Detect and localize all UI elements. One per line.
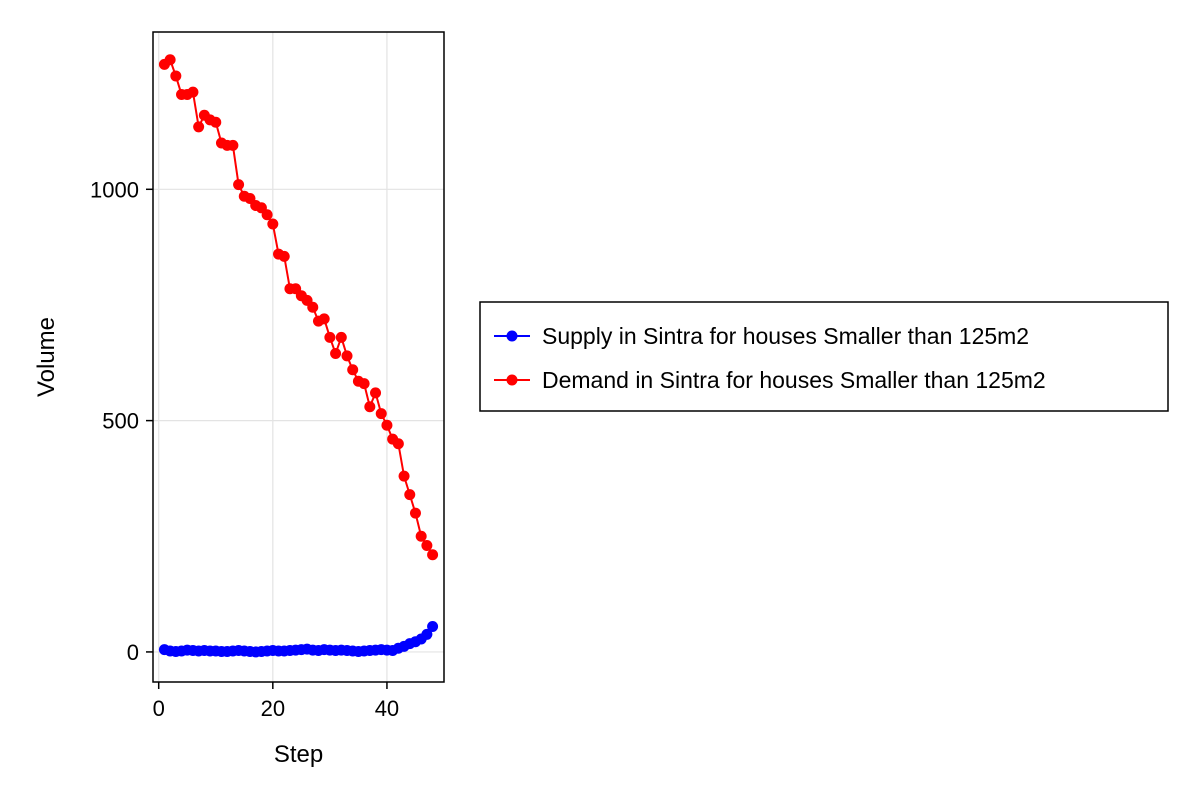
data-point xyxy=(164,54,176,66)
data-point xyxy=(358,378,370,390)
data-point xyxy=(307,301,319,313)
x-tick-label: 0 xyxy=(153,696,165,721)
y-axis-title: Volume xyxy=(33,317,60,397)
axis-ticks: 0 20 40 0 500 1000 xyxy=(90,177,399,721)
x-tick-label: 40 xyxy=(375,696,399,721)
data-point xyxy=(227,139,239,151)
data-point xyxy=(324,331,336,343)
legend-swatch-marker-supply xyxy=(506,330,518,342)
data-point xyxy=(210,116,222,128)
data-point xyxy=(278,250,290,262)
plot-frame xyxy=(152,31,445,683)
grid-lines xyxy=(153,32,444,682)
y-tick-label: 500 xyxy=(102,409,139,434)
data-point xyxy=(421,540,433,552)
data-point xyxy=(364,401,376,413)
legend-entry-supply: Supply in Sintra for houses Smaller than… xyxy=(542,323,1029,349)
series-1 xyxy=(158,54,439,561)
data-point xyxy=(187,86,199,98)
data-point xyxy=(261,209,273,221)
data-point xyxy=(335,331,347,343)
data-point xyxy=(233,179,245,191)
legend-box xyxy=(479,301,1169,412)
data-point xyxy=(381,419,393,431)
data-point xyxy=(193,121,205,133)
x-tick-label: 20 xyxy=(261,696,285,721)
data-point xyxy=(404,489,416,501)
legend: Supply in Sintra for houses Smaller than… xyxy=(479,301,1169,412)
series-0 xyxy=(158,620,439,658)
data-point xyxy=(392,438,404,450)
data-point xyxy=(318,313,330,325)
data-point xyxy=(170,70,182,82)
y-tick-label: 1000 xyxy=(90,177,139,202)
series-layer xyxy=(158,54,439,658)
series-line xyxy=(163,58,434,556)
data-point xyxy=(375,408,387,420)
data-point xyxy=(421,628,433,640)
data-point xyxy=(409,507,421,519)
data-point xyxy=(330,348,342,360)
y-tick-label: 0 xyxy=(127,640,139,665)
legend-swatch-marker-demand xyxy=(506,374,518,386)
data-point xyxy=(341,350,353,362)
x-axis-title: Step xyxy=(274,741,323,768)
data-point xyxy=(415,530,427,542)
data-point xyxy=(427,620,439,632)
data-point xyxy=(347,364,359,376)
data-point xyxy=(267,218,279,230)
data-point xyxy=(370,387,382,399)
data-point xyxy=(427,549,439,561)
data-point xyxy=(398,470,410,482)
legend-entry-demand: Demand in Sintra for houses Smaller than… xyxy=(542,367,1046,393)
